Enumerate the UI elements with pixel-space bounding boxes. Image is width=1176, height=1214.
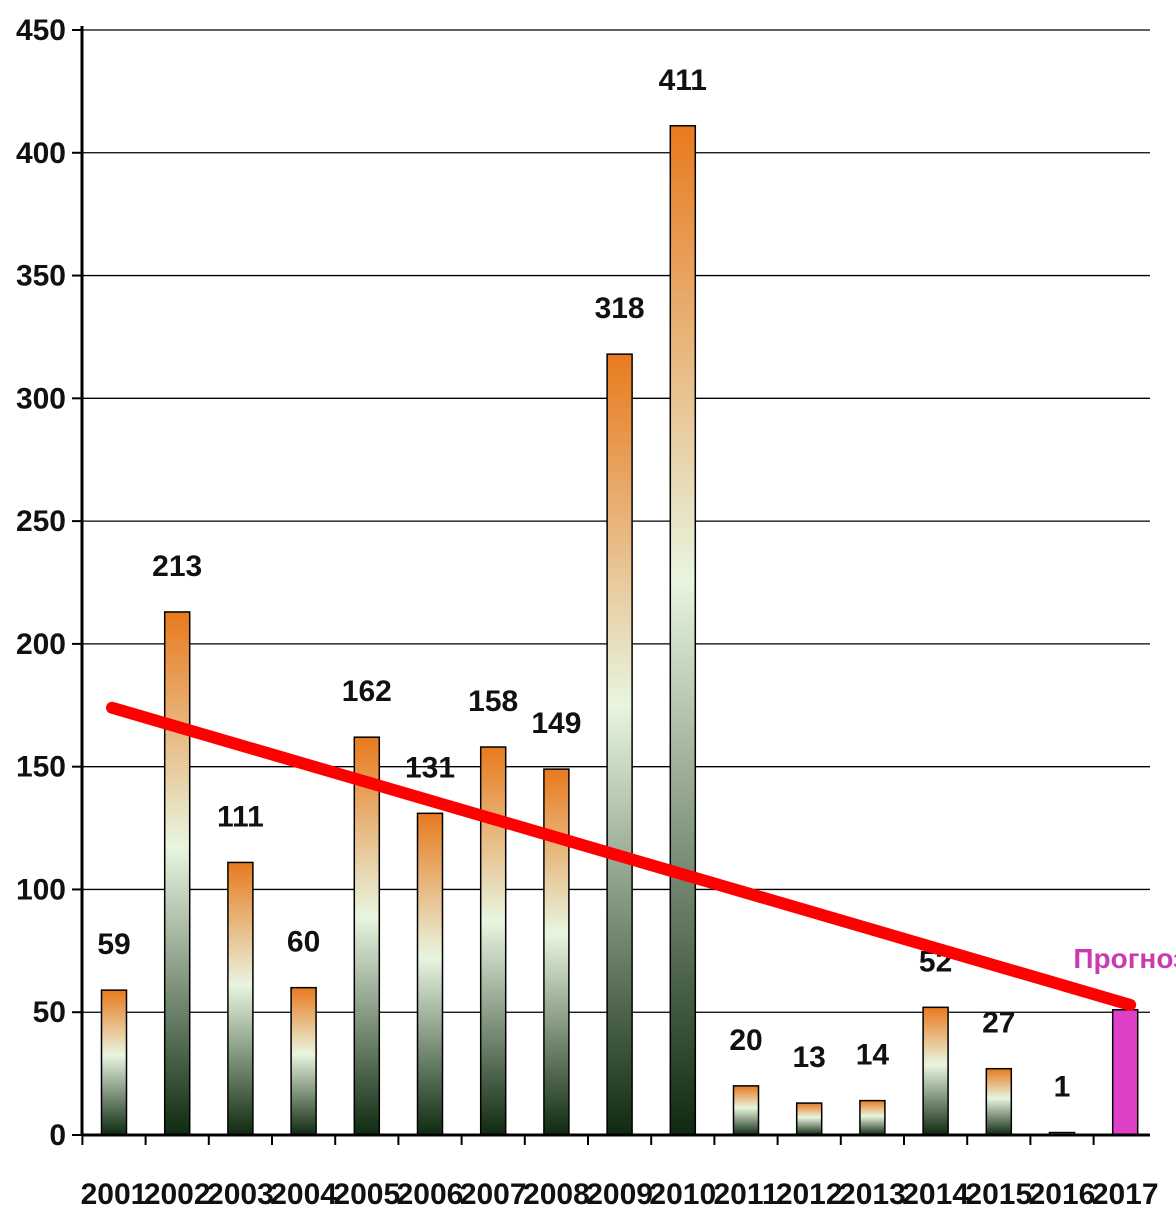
bar-2006	[416, 812, 444, 1136]
x-tick-label-2001: 2001	[81, 1178, 148, 1211]
bar-2017	[1111, 1009, 1139, 1136]
x-tick-label-2006: 2006	[397, 1178, 464, 1211]
data-label-2016: 1	[1054, 1071, 1071, 1104]
bar-2003	[227, 861, 254, 1136]
data-label-2007: 158	[468, 685, 518, 718]
bar-2010	[669, 125, 697, 1136]
x-tick-label-2017: 2017	[1092, 1178, 1159, 1211]
data-label-2011: 20	[729, 1024, 762, 1057]
x-tick-label-2012: 2012	[776, 1178, 843, 1211]
trendline	[106, 701, 1137, 1011]
y-tick-label-450: 450	[16, 14, 66, 47]
data-label-2001: 59	[97, 928, 130, 961]
bar-2007	[479, 746, 507, 1136]
y-tick-label-400: 400	[16, 137, 66, 170]
y-axis-ticks: 0 50 100 150 200 250 300 350 400 450	[16, 14, 82, 1152]
data-label-2005: 162	[342, 675, 392, 708]
y-tick-label-100: 100	[16, 873, 66, 906]
y-tick-label-0: 0	[49, 1119, 66, 1152]
x-tick-label-2009: 2009	[586, 1178, 653, 1211]
x-tick-label-2002: 2002	[144, 1178, 211, 1211]
x-tick-label-2004: 2004	[270, 1178, 337, 1211]
bar-2009	[606, 353, 633, 1136]
trendline-group	[106, 701, 1137, 1011]
x-tick-label-2010: 2010	[649, 1178, 716, 1211]
y-tick-label-250: 250	[16, 505, 66, 538]
x-tick-label-2005: 2005	[333, 1178, 400, 1211]
data-label-2015: 27	[982, 1007, 1015, 1040]
bar-2015	[985, 1067, 1013, 1136]
x-tick-label-2016: 2016	[1029, 1178, 1096, 1211]
y-tick-label-350: 350	[16, 260, 66, 293]
bar-2011	[732, 1085, 760, 1136]
data-label-2009: 318	[595, 292, 645, 325]
bar-2008	[543, 768, 570, 1136]
y-tick-label-50: 50	[33, 996, 66, 1029]
data-label-2010: 411	[659, 64, 707, 97]
x-tick-label-2007: 2007	[460, 1178, 527, 1211]
data-label-2008: 149	[531, 707, 581, 740]
bars	[100, 125, 1139, 1136]
x-tick-label-2014: 2014	[902, 1178, 969, 1211]
forecast-label: Прогноз	[1073, 943, 1176, 974]
bar-2002	[163, 611, 191, 1136]
x-tick-label-2011: 2011	[713, 1178, 778, 1211]
data-label-2002: 213	[152, 550, 202, 583]
x-tick-label-2015: 2015	[965, 1178, 1032, 1211]
bar-2004	[290, 986, 317, 1136]
x-axis-ticks: 2001200220032004200520062007200820092010…	[81, 1135, 1159, 1211]
bar-2001	[100, 989, 128, 1136]
data-label-2004: 60	[287, 926, 320, 959]
bar-2012	[795, 1102, 823, 1136]
data-label-2012: 13	[793, 1041, 826, 1074]
y-tick-label-300: 300	[16, 382, 66, 415]
bar-2013	[859, 1099, 886, 1136]
bar-2005	[353, 736, 381, 1136]
bar-2014	[922, 1006, 949, 1136]
y-tick-label-150: 150	[16, 751, 66, 784]
x-tick-label-2013: 2013	[839, 1178, 906, 1211]
data-label-2003: 111	[217, 800, 264, 833]
axes	[80, 26, 1150, 1137]
data-label-2013: 14	[856, 1039, 890, 1072]
x-tick-label-2008: 2008	[523, 1178, 590, 1211]
y-tick-label-200: 200	[16, 628, 66, 661]
data-label-2006: 131	[405, 751, 455, 784]
x-tick-label-2003: 2003	[207, 1178, 274, 1211]
